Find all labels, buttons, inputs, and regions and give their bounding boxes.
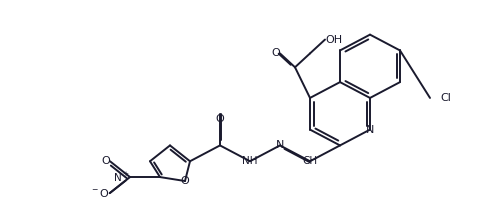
Text: OH: OH <box>325 35 342 45</box>
Text: N: N <box>366 125 374 135</box>
Text: O: O <box>101 156 110 166</box>
Text: N: N <box>276 140 284 150</box>
Text: O: O <box>271 48 280 58</box>
Text: O: O <box>181 176 189 186</box>
Text: O: O <box>215 114 224 124</box>
Text: N$^+$: N$^+$ <box>114 171 130 184</box>
Text: NH: NH <box>242 156 258 166</box>
Text: Cl: Cl <box>440 93 451 103</box>
Text: CH: CH <box>302 156 318 166</box>
Text: $^-$O: $^-$O <box>90 187 110 199</box>
